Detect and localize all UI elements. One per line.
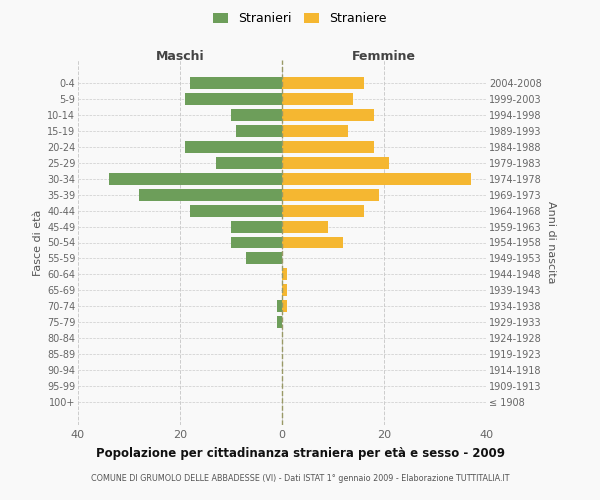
Bar — [282, 300, 287, 312]
Text: Maschi: Maschi — [155, 50, 205, 64]
Bar — [190, 76, 282, 88]
Bar — [282, 188, 379, 200]
Bar — [282, 172, 471, 184]
Bar — [282, 236, 343, 248]
Bar — [190, 204, 282, 216]
Bar — [109, 172, 282, 184]
Bar — [282, 284, 287, 296]
Bar — [282, 108, 374, 120]
Bar — [282, 124, 349, 136]
Bar — [282, 204, 364, 216]
Bar — [231, 220, 282, 232]
Text: Femmine: Femmine — [352, 50, 416, 64]
Bar — [185, 140, 282, 152]
Bar — [231, 108, 282, 120]
Bar — [231, 236, 282, 248]
Bar — [247, 252, 282, 264]
Bar — [277, 316, 282, 328]
Bar — [282, 76, 364, 88]
Bar — [282, 268, 287, 280]
Y-axis label: Anni di nascita: Anni di nascita — [545, 201, 556, 284]
Text: COMUNE DI GRUMOLO DELLE ABBADESSE (VI) - Dati ISTAT 1° gennaio 2009 - Elaborazio: COMUNE DI GRUMOLO DELLE ABBADESSE (VI) -… — [91, 474, 509, 483]
Bar — [139, 188, 282, 200]
Bar — [277, 300, 282, 312]
Bar — [282, 156, 389, 168]
Bar — [282, 140, 374, 152]
Legend: Stranieri, Straniere: Stranieri, Straniere — [208, 7, 392, 30]
Y-axis label: Fasce di età: Fasce di età — [32, 210, 43, 276]
Bar — [185, 92, 282, 104]
Text: Popolazione per cittadinanza straniera per età e sesso - 2009: Popolazione per cittadinanza straniera p… — [95, 448, 505, 460]
Bar — [236, 124, 282, 136]
Bar — [282, 92, 353, 104]
Bar — [216, 156, 282, 168]
Bar — [282, 220, 328, 232]
